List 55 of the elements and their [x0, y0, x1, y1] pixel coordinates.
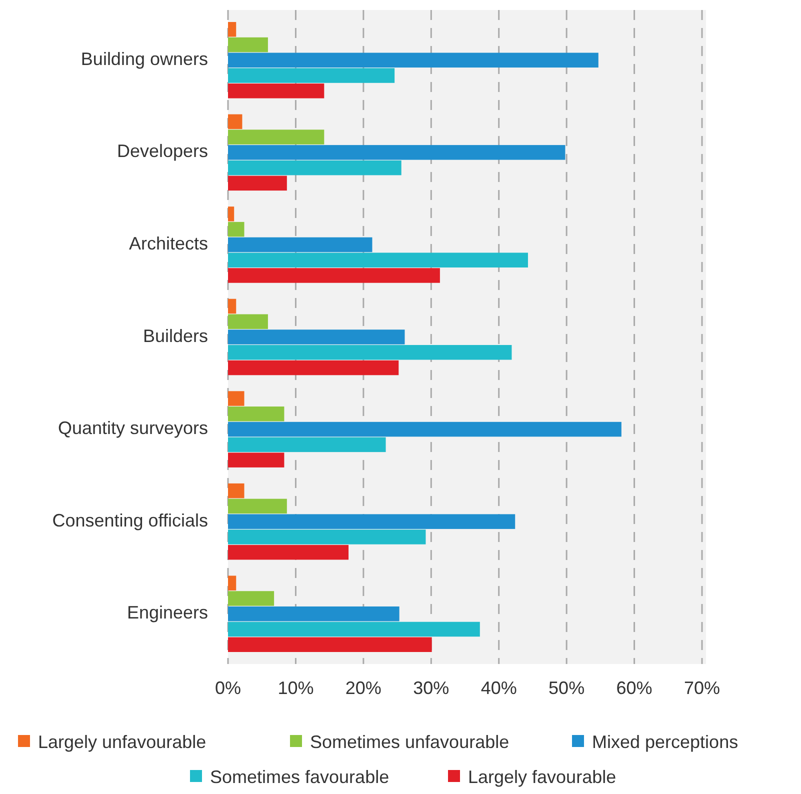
x-tick-label: 0%	[214, 678, 242, 698]
x-tick-label: 30%	[413, 678, 450, 698]
y-tick-label: Engineers	[126, 602, 208, 623]
bar	[228, 391, 244, 406]
legend-label: Largely unfavourable	[38, 732, 206, 752]
bar	[228, 330, 405, 344]
bar	[228, 314, 268, 329]
y-tick-label: Builders	[142, 326, 208, 346]
y-tick-label: Consenting officials	[52, 510, 208, 530]
bar	[228, 160, 402, 176]
x-tick-label: 20%	[345, 678, 382, 698]
y-tick-label: Building owners	[80, 48, 208, 69]
bar	[228, 530, 426, 544]
x-tick-label: 70%	[684, 678, 720, 698]
bar	[228, 52, 598, 68]
bar	[228, 452, 284, 468]
bar	[228, 145, 566, 160]
bar	[228, 345, 512, 360]
bar	[228, 576, 236, 590]
bar	[228, 437, 386, 452]
x-tick-label: 40%	[480, 678, 517, 698]
bar	[228, 360, 399, 376]
bar	[228, 37, 268, 52]
bar	[228, 268, 440, 283]
legend-label: Mixed perceptions	[592, 732, 738, 752]
bar	[228, 606, 400, 622]
bar	[228, 637, 432, 652]
legend-label: Sometimes favourable	[210, 766, 390, 787]
bar	[228, 514, 516, 529]
bar	[228, 176, 287, 191]
bar	[228, 498, 287, 514]
bar	[228, 130, 324, 144]
legend-label: Largely favourable	[468, 766, 616, 787]
bar	[228, 591, 274, 606]
bar	[228, 206, 234, 222]
bar	[228, 22, 236, 37]
x-tick-label: 10%	[278, 678, 314, 698]
y-tick-label: Architects	[128, 233, 208, 254]
x-tick-label: 50%	[548, 678, 585, 698]
y-tick-label: Quantity surveyors	[58, 418, 208, 438]
bar	[228, 252, 528, 268]
bar	[228, 68, 395, 83]
bar	[228, 237, 372, 252]
x-tick-label: 60%	[616, 678, 652, 698]
bar	[228, 622, 480, 637]
bar	[228, 84, 324, 98]
bar	[228, 544, 349, 560]
bar	[228, 483, 244, 498]
legend-label: Sometimes unfavourable	[310, 732, 510, 752]
y-tick-label: Developers	[116, 141, 208, 162]
bar	[228, 222, 244, 237]
bar	[228, 114, 242, 130]
bar	[228, 422, 622, 437]
bar	[228, 406, 284, 422]
bar	[228, 298, 236, 314]
